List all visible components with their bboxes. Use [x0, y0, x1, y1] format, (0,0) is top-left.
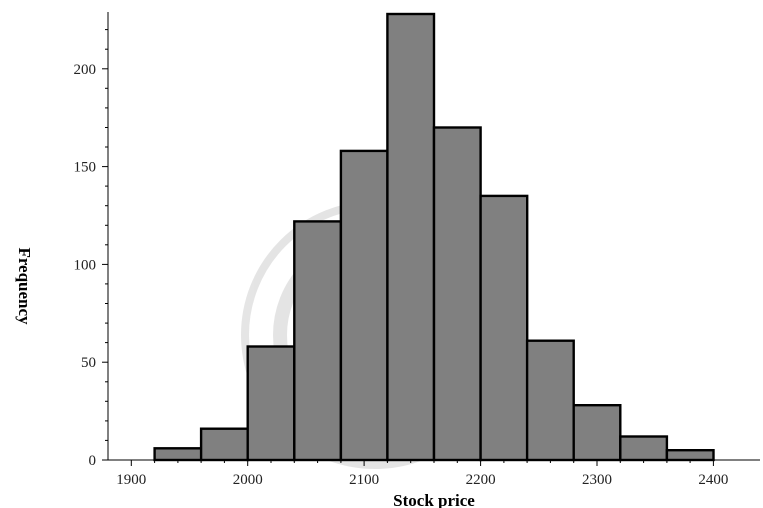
- histogram-bar-12: [665, 449, 715, 462]
- x-tick-label-3: 2100: [349, 472, 379, 488]
- y-tick-label-2: 50: [81, 355, 96, 371]
- y-tick-label-5: 200: [74, 62, 97, 78]
- histogram-bar-5: [339, 149, 389, 462]
- x-tick-label-2: 2000: [233, 472, 263, 488]
- x-axis-title: Stock price: [393, 491, 475, 508]
- x-tick-label-6: 2400: [698, 472, 728, 488]
- histogram-bar-2: [199, 427, 249, 462]
- histogram-bar-6: [386, 12, 436, 462]
- histogram-bar-7: [432, 126, 482, 462]
- histogram-bar-9: [525, 339, 575, 462]
- histogram-bar-8: [479, 194, 529, 462]
- y-tick-label-1: 0: [89, 453, 97, 469]
- histogram-bar-4: [293, 220, 343, 462]
- histogram-bar-3: [246, 345, 296, 462]
- histogram-bar-1: [153, 447, 203, 462]
- x-tick-label-4: 2200: [466, 472, 496, 488]
- x-tick-label-1: 1900: [116, 472, 146, 488]
- y-ticks-group: 0 50 100 150 200: [74, 29, 108, 469]
- y-axis-title: Frequency: [15, 247, 34, 325]
- x-tick-label-5: 2300: [582, 472, 612, 488]
- bars-group: [153, 12, 715, 462]
- x-ticks-group: 1900 2000 2100 2200 2300 2400: [116, 460, 728, 488]
- y-tick-label-4: 150: [74, 160, 97, 176]
- histogram-bar-10: [572, 404, 622, 462]
- histogram-bar-11: [619, 435, 669, 462]
- y-tick-label-3: 100: [74, 257, 97, 273]
